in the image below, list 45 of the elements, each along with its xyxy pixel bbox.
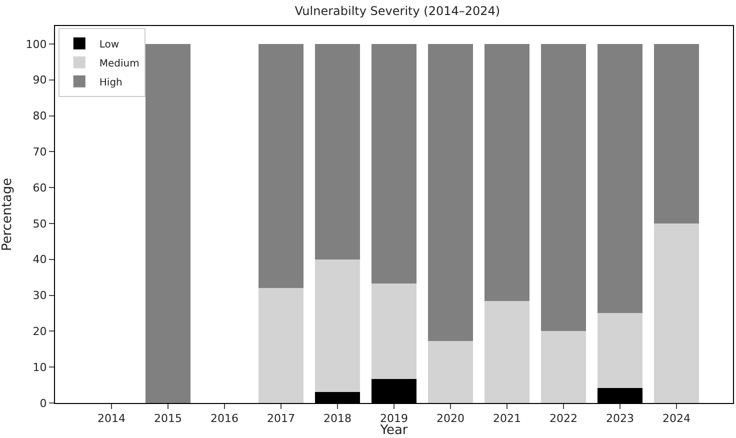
y-tick-label: 0 <box>40 396 47 410</box>
x-tick-label: 2024 <box>662 412 690 426</box>
bar <box>428 341 474 403</box>
x-tick-label: 2020 <box>436 412 464 426</box>
y-tick-label: 50 <box>32 217 47 230</box>
bar <box>597 44 643 314</box>
bar <box>314 44 360 260</box>
x-tick-label: 2017 <box>267 412 295 426</box>
legend-label: Medium <box>99 58 140 70</box>
x-tick-label: 2018 <box>324 412 352 426</box>
y-tick-label: 80 <box>32 110 47 123</box>
y-tick-label: 90 <box>32 74 47 87</box>
x-tick-label: 2023 <box>606 412 634 426</box>
bar <box>597 313 643 388</box>
bar <box>258 44 304 288</box>
x-tick-label: 2016 <box>210 412 238 426</box>
bar <box>314 259 360 392</box>
x-tick-label: 2015 <box>154 412 182 426</box>
bar <box>540 331 586 403</box>
bar <box>258 288 304 403</box>
bar <box>654 44 700 224</box>
legend-label: Low <box>99 39 120 50</box>
bar <box>428 44 474 342</box>
y-tick-label: 40 <box>32 253 47 266</box>
bar <box>484 44 530 302</box>
y-axis-title: Percentage <box>0 178 15 252</box>
bar <box>145 44 191 403</box>
bar <box>371 283 417 379</box>
y-tick-label: 10 <box>32 360 47 374</box>
y-tick-label: 60 <box>32 181 47 194</box>
y-tick-label: 30 <box>32 289 47 302</box>
y-tick-label: 100 <box>26 38 47 51</box>
bar <box>540 44 586 332</box>
legend-label: High <box>99 77 122 88</box>
bar <box>371 44 417 284</box>
bar <box>654 223 700 403</box>
x-tick-label: 2022 <box>550 412 578 426</box>
x-axis-title: Year <box>379 423 408 438</box>
x-tick-label: 2021 <box>493 412 521 426</box>
chart-title: Vulnerabilty Severity (2014–2024) <box>294 4 500 18</box>
x-tick-label: 2014 <box>98 412 126 426</box>
y-tick-label: 70 <box>32 146 47 159</box>
y-tick-label: 20 <box>32 325 47 338</box>
bar <box>484 301 530 403</box>
x-tick-label: 2019 <box>380 412 408 426</box>
